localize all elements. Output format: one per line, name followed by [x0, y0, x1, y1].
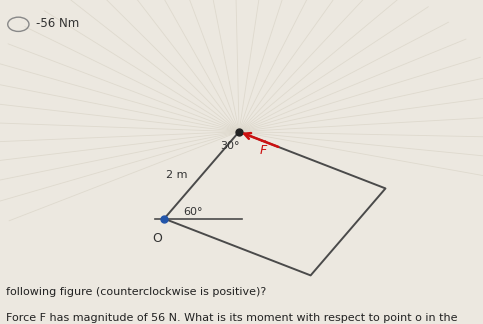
Text: -56 Nm: -56 Nm — [36, 17, 80, 30]
Text: 2 m: 2 m — [166, 170, 187, 180]
Text: following figure (counterclockwise is positive)?: following figure (counterclockwise is po… — [6, 287, 266, 297]
Text: O: O — [152, 232, 162, 245]
Text: $\vec{F}$: $\vec{F}$ — [259, 141, 269, 158]
Text: 30°: 30° — [220, 141, 239, 151]
Text: 60°: 60° — [184, 207, 203, 217]
Text: Force F has magnitude of 56 N. What is its moment with respect to point o in the: Force F has magnitude of 56 N. What is i… — [6, 313, 457, 323]
